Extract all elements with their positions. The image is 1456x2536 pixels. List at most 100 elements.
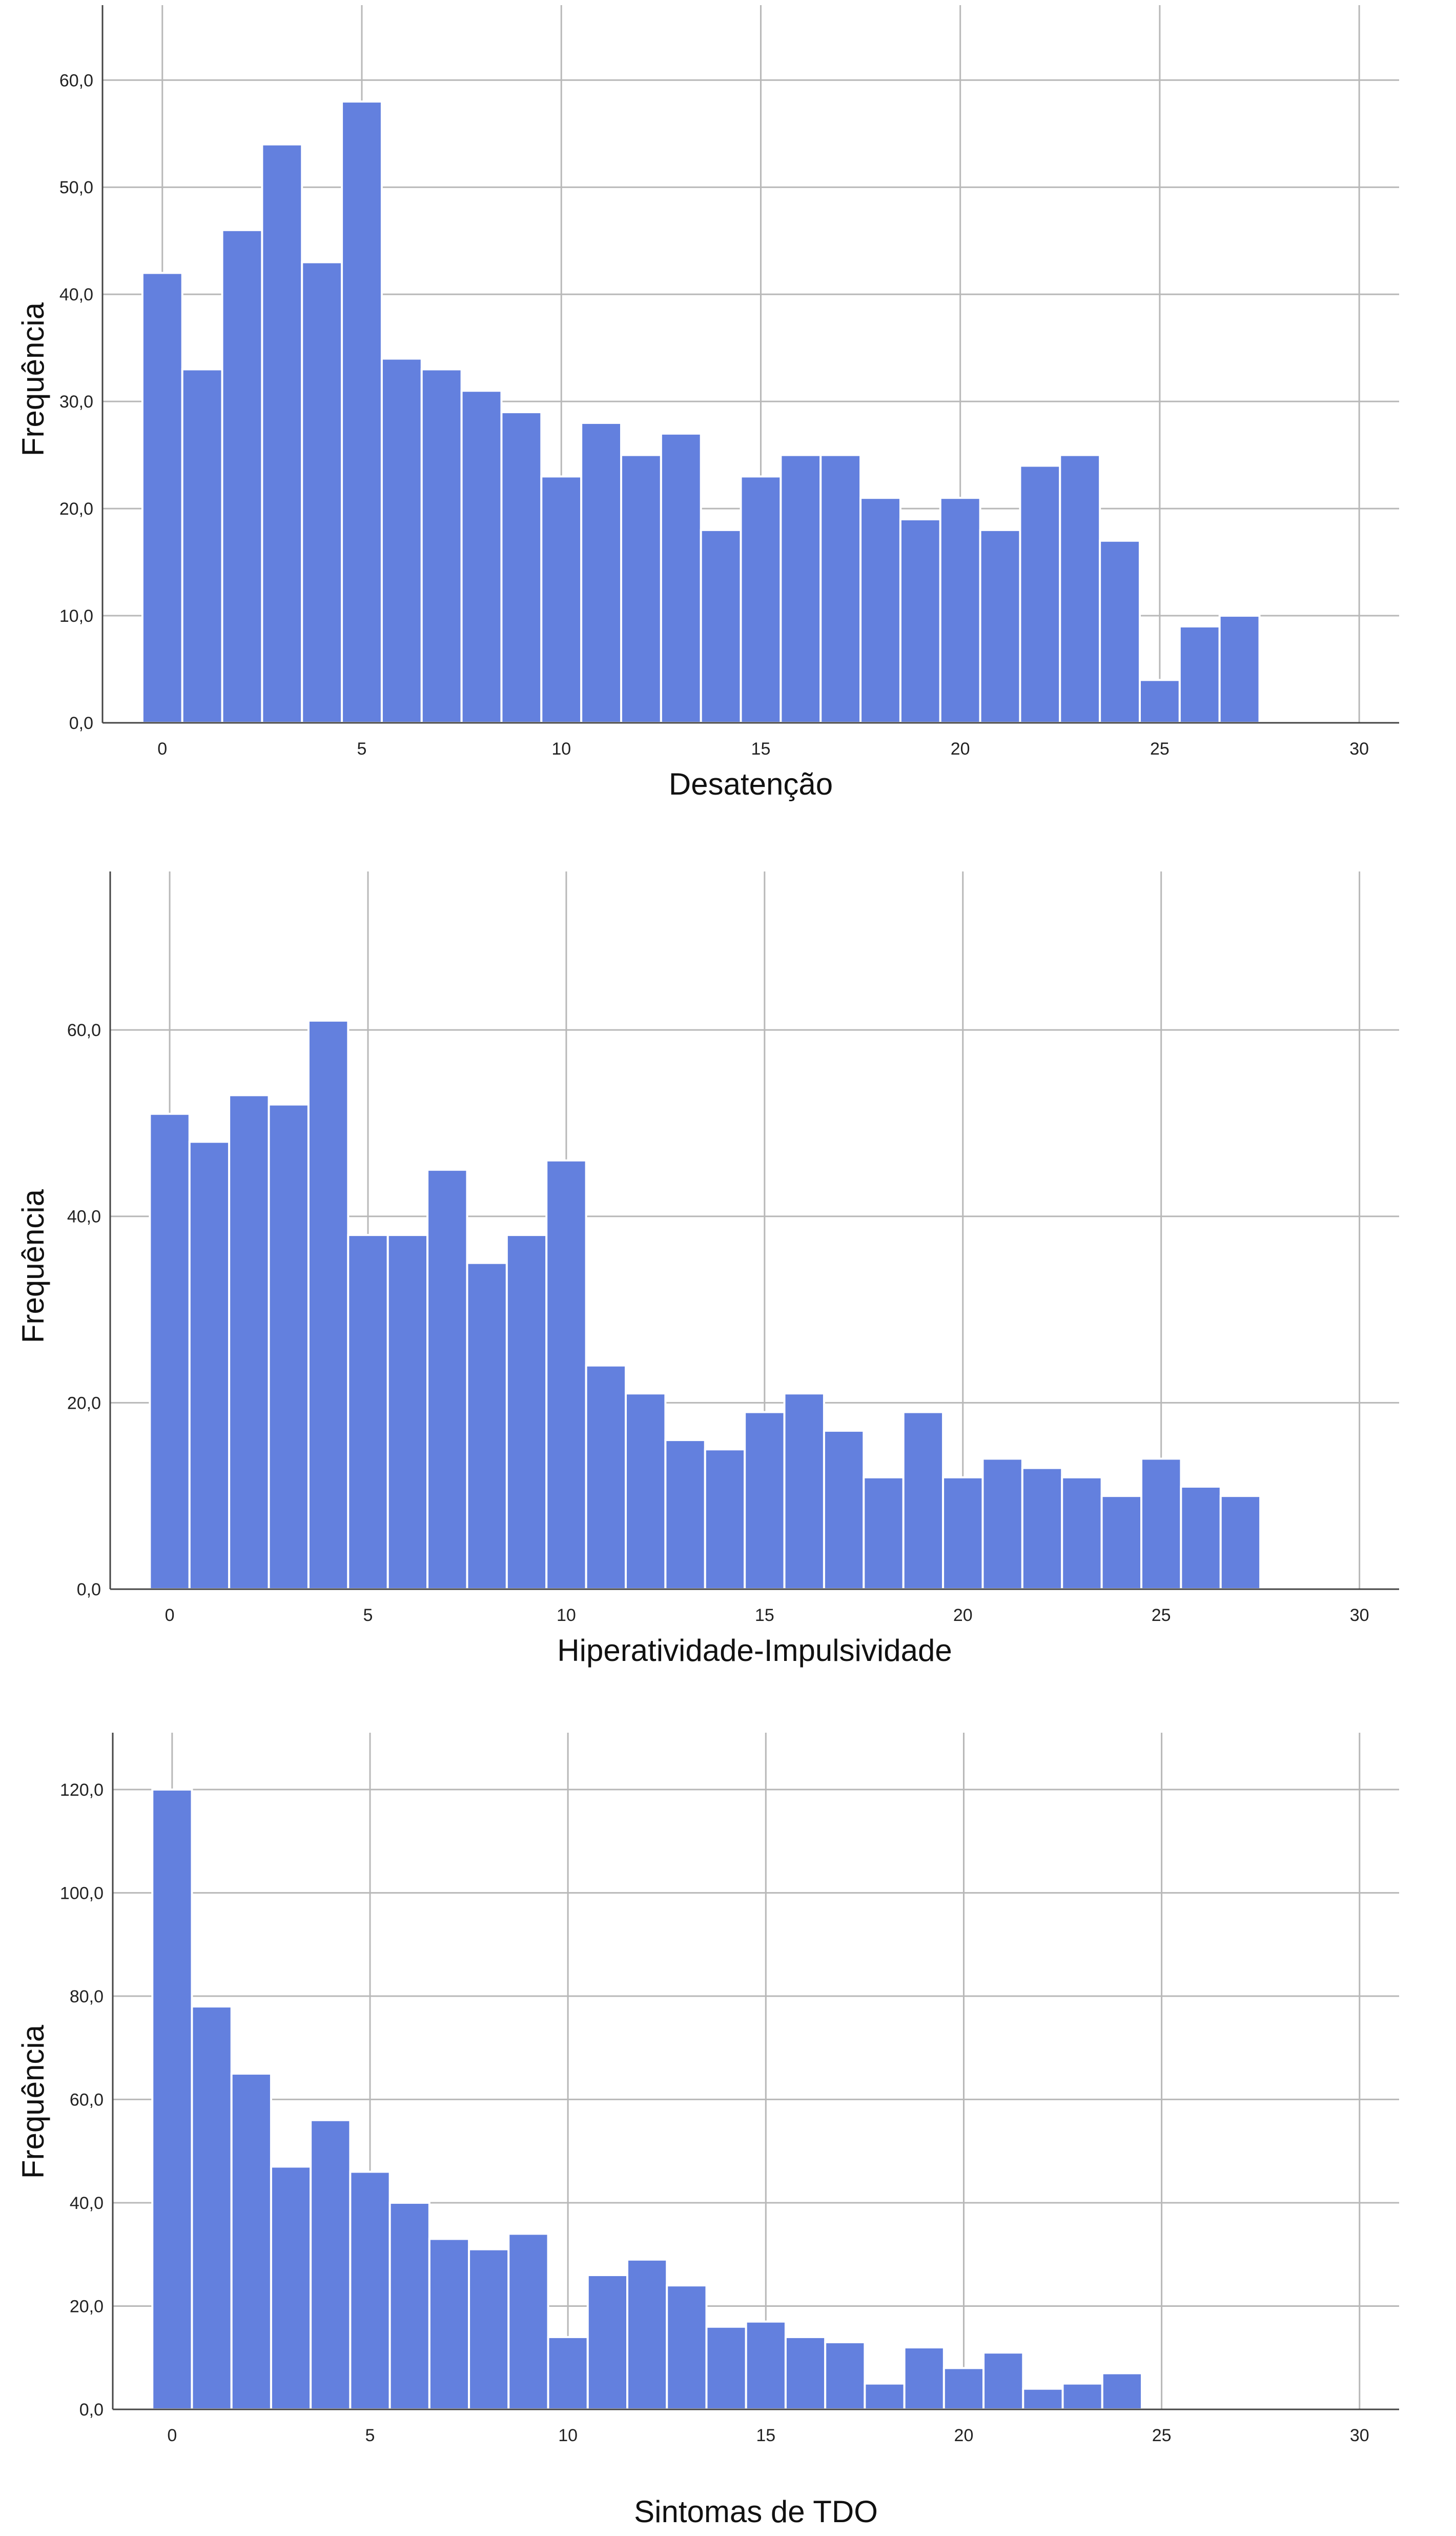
histogram-bar	[903, 2346, 945, 2411]
x-tick-label: 5	[363, 1606, 373, 1625]
histogram-bar	[468, 2248, 510, 2411]
histogram-bar	[426, 1168, 468, 1590]
histogram-bar	[230, 2073, 272, 2410]
y-tick-label: 10,0	[59, 606, 93, 626]
histogram-bar	[545, 1159, 587, 1591]
x-tick-label: 0	[157, 739, 167, 759]
y-tick-label: 0,0	[77, 1580, 101, 1599]
histogram-bar	[428, 2238, 470, 2411]
histogram-bar	[704, 1448, 746, 1590]
y-tick-label: 80,0	[70, 1987, 104, 2006]
histogram-bar	[1059, 454, 1101, 724]
histogram-bar	[824, 2341, 866, 2411]
histogram-bar	[585, 1364, 627, 1591]
histogram-bar	[1101, 2372, 1143, 2411]
histogram-bar	[347, 1234, 389, 1590]
histogram-bar	[1139, 679, 1181, 724]
histogram-bar	[507, 2233, 549, 2411]
histogram-bar	[1140, 1457, 1182, 1591]
histogram-bar	[380, 357, 423, 724]
histogram-bar	[1061, 1476, 1103, 1590]
y-tick-label: 40,0	[59, 285, 93, 305]
histogram-bar	[586, 2274, 629, 2410]
histogram-bar	[620, 454, 662, 724]
histogram-bar	[783, 1392, 825, 1591]
histogram-bar	[819, 454, 862, 724]
histogram-bar	[744, 1411, 786, 1590]
y-tick-label: 50,0	[59, 178, 93, 197]
histogram-bar	[982, 2351, 1024, 2410]
histogram-bar	[864, 2382, 906, 2410]
histogram-bar	[942, 1476, 984, 1590]
y-tick-label: 30,0	[59, 392, 93, 412]
histogram-bar	[863, 1476, 905, 1590]
histogram-bar	[151, 1788, 193, 2410]
y-tick-label: 0,0	[79, 2400, 104, 2420]
y-axis-title: Frequência	[16, 302, 50, 456]
x-tick-label: 10	[557, 1606, 576, 1625]
x-tick-label: 5	[357, 739, 367, 759]
histogram-bar	[1180, 1486, 1222, 1590]
x-tick-label: 20	[951, 739, 970, 759]
histogram-bar	[660, 432, 702, 724]
histogram-1: 0,0 10,0 20,0 30,0 40,0 50,0 60,0 0 5 10 15 20 25 30 D…	[16, 5, 1399, 801]
x-tick-label: 30	[1350, 1606, 1369, 1625]
histogram-bar	[505, 1234, 548, 1590]
histogram-bar	[268, 1103, 310, 1590]
x-tick-label: 20	[954, 2426, 974, 2445]
histogram-bar	[1100, 1495, 1143, 1591]
histogram-bar	[899, 518, 941, 724]
histogram-bar	[666, 2284, 708, 2411]
x-tick-label: 30	[1350, 2426, 1369, 2445]
x-tick-label: 0	[167, 2426, 177, 2445]
y-tick-label: 60,0	[67, 1021, 101, 1040]
histogram-bar	[191, 2005, 233, 2411]
histogram-bar	[902, 1411, 945, 1590]
histogram-bar	[705, 2325, 747, 2411]
x-tick-label: 25	[1150, 739, 1170, 759]
histogram-bar	[460, 390, 503, 724]
x-tick-label: 0	[165, 1606, 175, 1625]
histogram-bar	[780, 454, 822, 724]
histogram-bar	[664, 1439, 706, 1590]
x-axis-title: Hiperatividade-Impulsividade	[557, 1633, 952, 1668]
histogram-bar	[349, 2170, 391, 2411]
histogram-bar	[181, 368, 223, 724]
histogram-bar	[1061, 2382, 1103, 2410]
histogram-bar	[141, 272, 183, 724]
histogram-bar	[301, 261, 343, 724]
x-tick-label: 15	[755, 1606, 774, 1625]
histogram-bar	[784, 2336, 827, 2410]
histogram-bar	[823, 1429, 865, 1591]
histogram-bar	[740, 475, 782, 724]
histogram-bar	[700, 529, 742, 724]
x-axis-title: Sintomas de TDO	[634, 2494, 878, 2529]
histogram-bar	[859, 497, 901, 724]
x-tick-label: 10	[558, 2426, 578, 2445]
histogram-bar	[979, 529, 1021, 724]
histogram-bar	[625, 1392, 667, 1591]
histogram-bar	[1218, 615, 1261, 724]
y-tick-label: 120,0	[60, 1780, 104, 1800]
histogram-bar	[580, 421, 622, 724]
histogram-bar	[942, 2367, 985, 2410]
histogram-bar	[388, 2201, 430, 2411]
x-tick-label: 30	[1349, 739, 1369, 759]
histogram-bar	[149, 1112, 191, 1590]
histogram-bar	[1019, 464, 1061, 724]
y-tick-label: 20,0	[70, 2297, 104, 2316]
y-axis-title: Frequência	[16, 2024, 50, 2179]
y-tick-label: 0,0	[69, 714, 93, 733]
x-tick-label: 25	[1152, 1606, 1171, 1625]
histogram-bar	[547, 2336, 589, 2410]
histogram-bar	[386, 1234, 429, 1590]
x-tick-label: 5	[365, 2426, 375, 2445]
histogram-bar	[981, 1457, 1023, 1591]
histogram-bar	[307, 1019, 350, 1590]
histogram-bar	[745, 2320, 787, 2410]
histogram-bar	[420, 368, 463, 724]
x-tick-label: 20	[953, 1606, 973, 1625]
y-tick-label: 40,0	[67, 1207, 101, 1227]
histogram-bar	[1099, 539, 1141, 724]
